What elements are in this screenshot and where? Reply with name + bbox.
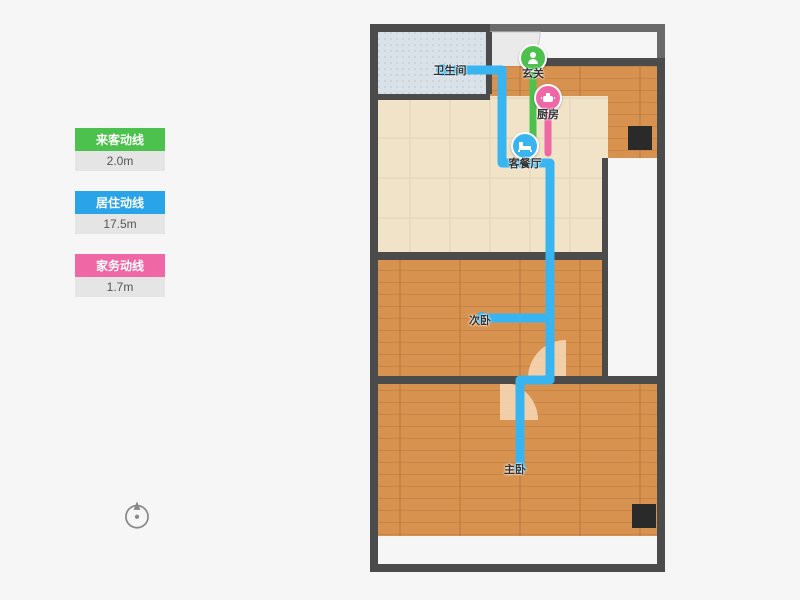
label-livingdine: 客餐厅 [509, 155, 542, 171]
legend-living-value: 17.5m [75, 214, 165, 234]
floorplan-svg [370, 18, 665, 578]
compass-icon [120, 498, 154, 532]
legend-guest-label: 来客动线 [75, 128, 165, 151]
legend-living-label: 居住动线 [75, 191, 165, 214]
legend-chores-value: 1.7m [75, 277, 165, 297]
legend-chores: 家务动线 1.7m [75, 254, 165, 297]
floorplan: 卫生间 玄关 厨房 客餐厅 次卧 主卧 [370, 18, 665, 578]
label-bed1: 主卧 [504, 461, 526, 477]
legend-guest-value: 2.0m [75, 151, 165, 171]
label-kitchen: 厨房 [537, 106, 559, 122]
label-bathroom: 卫生间 [434, 62, 467, 78]
legend-living: 居住动线 17.5m [75, 191, 165, 234]
label-entry: 玄关 [522, 65, 544, 81]
label-bed2: 次卧 [469, 312, 491, 328]
room-livingdine [378, 96, 608, 256]
legend-chores-label: 家务动线 [75, 254, 165, 277]
master-block [632, 504, 656, 528]
legend: 来客动线 2.0m 居住动线 17.5m 家务动线 1.7m [75, 128, 165, 317]
legend-guest: 来客动线 2.0m [75, 128, 165, 171]
kitchen-block [628, 126, 652, 150]
